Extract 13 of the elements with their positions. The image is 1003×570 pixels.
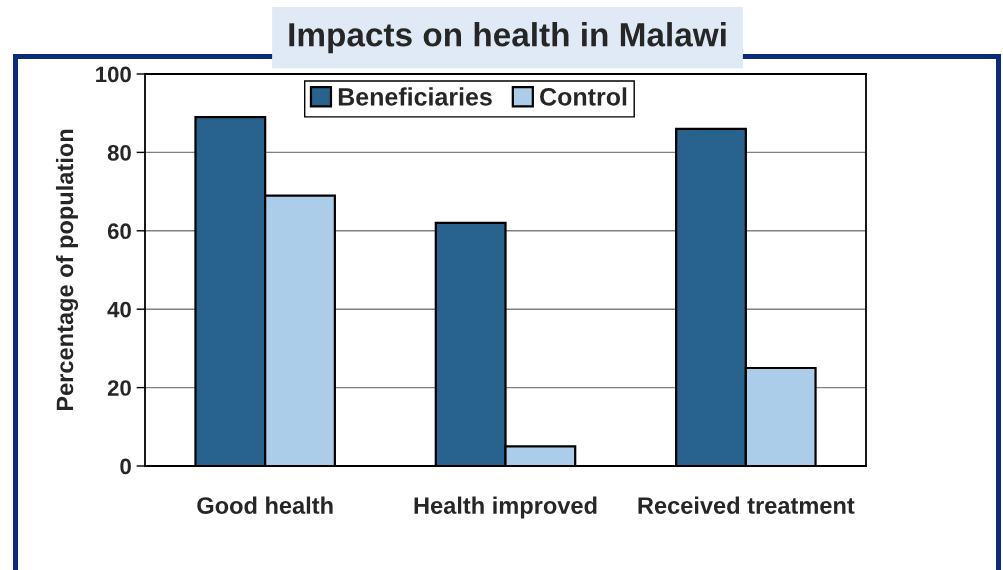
y-tick-label: 60 bbox=[107, 223, 131, 240]
y-axis-title: Percentage of population bbox=[55, 129, 79, 411]
y-tick-label: 80 bbox=[107, 144, 131, 161]
y-tick-label: 20 bbox=[107, 380, 131, 396]
y-tick-label: 40 bbox=[107, 301, 131, 318]
y-tick-label: 100 bbox=[96, 66, 131, 83]
chart-title: Impacts on health in Malawi bbox=[289, 22, 726, 54]
y-tick-label: 0 bbox=[120, 458, 131, 475]
x-tick-label: Health improved bbox=[414, 496, 597, 519]
legend-label: Control bbox=[540, 87, 627, 106]
x-tick-label: Received treatment bbox=[638, 496, 855, 514]
legend-label: Beneficiaries bbox=[338, 87, 492, 106]
x-tick-label: Good health bbox=[197, 496, 333, 514]
